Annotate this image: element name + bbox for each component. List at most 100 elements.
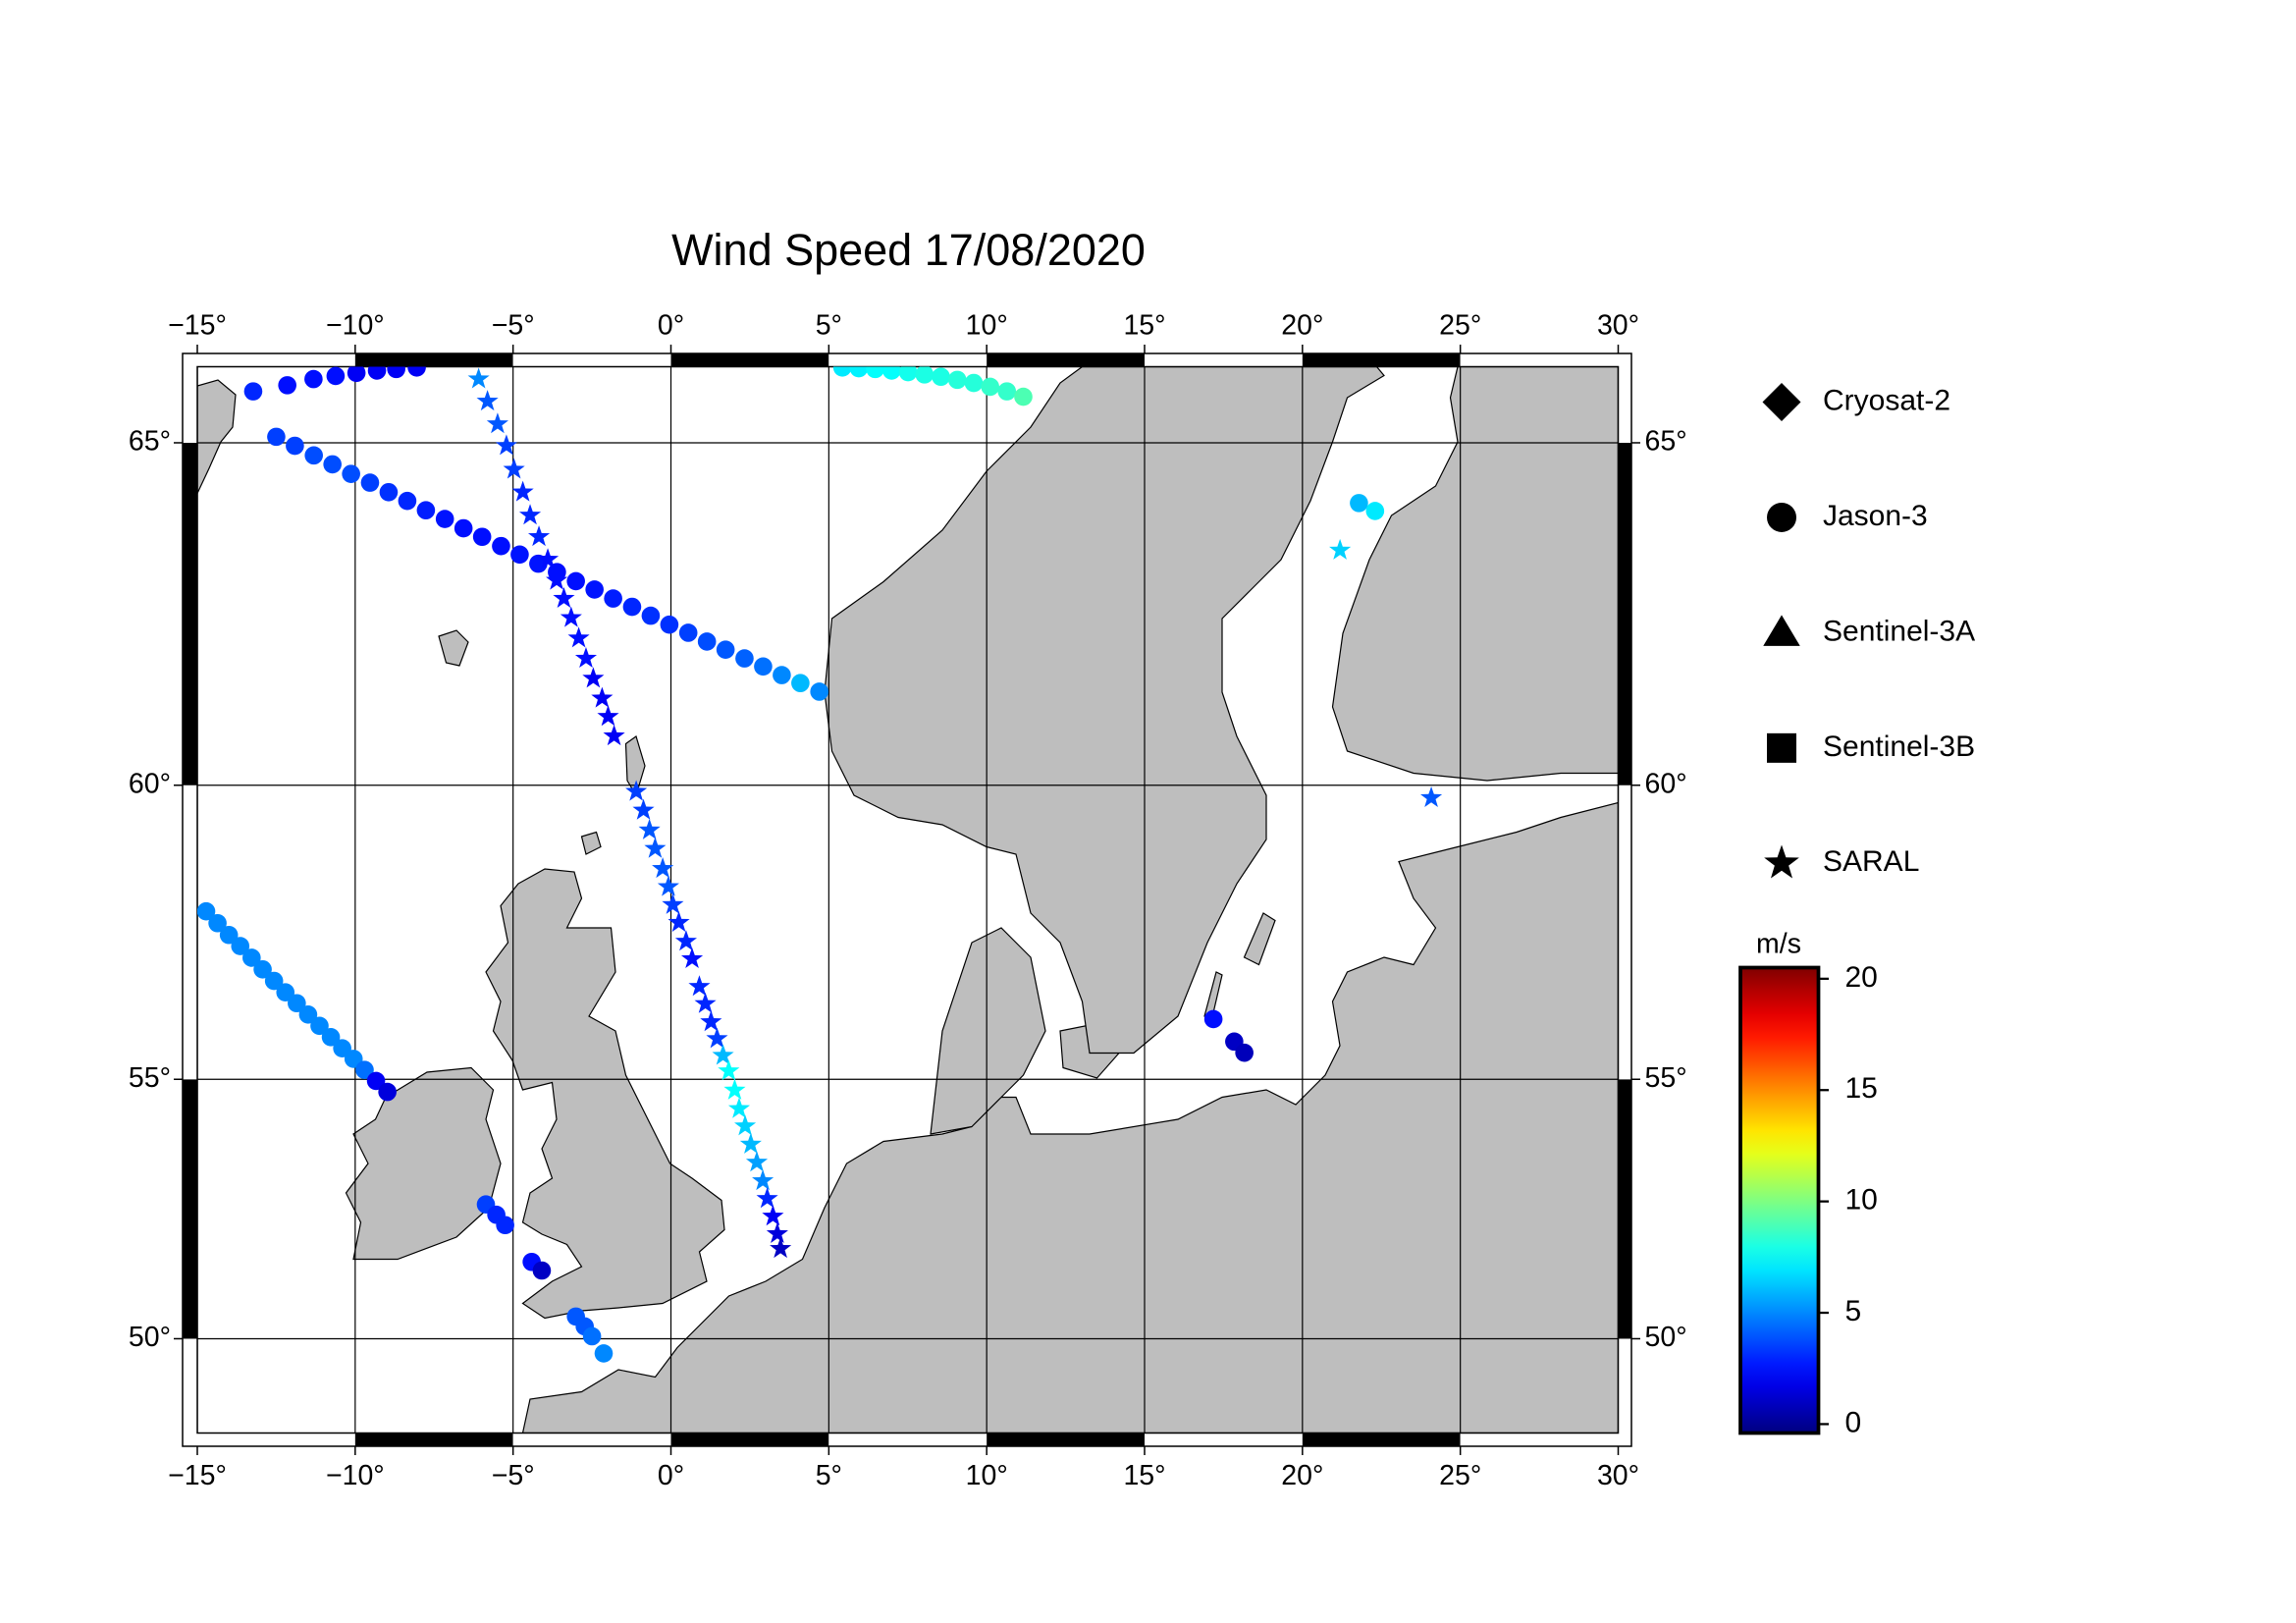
track-point xyxy=(667,911,690,933)
track-point xyxy=(810,682,828,701)
iceland xyxy=(197,379,237,494)
track-point xyxy=(716,640,735,660)
x-tick-label: −15° xyxy=(168,1460,227,1491)
x-tick-label: 25° xyxy=(1439,1460,1481,1491)
track-point xyxy=(1014,387,1033,406)
track-point xyxy=(678,623,698,642)
y-tick-label: 55° xyxy=(1645,1062,1687,1094)
x-tick-label: 30° xyxy=(1597,310,1639,342)
track-point xyxy=(518,504,542,525)
track-point xyxy=(347,366,366,383)
track-point xyxy=(632,798,655,820)
track-point xyxy=(591,686,614,708)
colorbar-tick-label: 5 xyxy=(1845,1295,1862,1327)
track-point xyxy=(298,1005,318,1024)
track-point xyxy=(288,994,306,1013)
frame-band xyxy=(1618,366,1632,443)
x-tick-label: 15° xyxy=(1123,310,1165,342)
track-point xyxy=(567,626,590,648)
frame-band xyxy=(1618,784,1632,1080)
frame-band xyxy=(1145,1433,1303,1446)
track-point xyxy=(486,412,508,434)
track-point xyxy=(503,458,525,479)
track-point xyxy=(727,1097,751,1118)
x-tick-label: 30° xyxy=(1597,1460,1639,1491)
y-tick-label: 60° xyxy=(129,768,171,799)
track-point xyxy=(1329,538,1352,560)
track-point xyxy=(694,992,717,1013)
frame-band xyxy=(828,353,988,367)
track-point xyxy=(492,536,510,556)
track-point xyxy=(723,1078,746,1100)
x-tick-label: 10° xyxy=(966,1460,1008,1491)
x-tick-label: −5° xyxy=(492,310,535,342)
frame-band xyxy=(183,1079,198,1339)
track-point xyxy=(762,1205,784,1226)
track-point xyxy=(604,589,622,608)
track-point xyxy=(1365,502,1385,520)
faroe xyxy=(438,629,469,667)
frame-band xyxy=(987,353,1146,367)
track-point xyxy=(756,1187,778,1209)
track-point xyxy=(242,948,261,967)
track-point xyxy=(582,667,605,688)
track-point xyxy=(964,373,984,393)
frame-band xyxy=(987,1433,1146,1446)
track-point xyxy=(1350,494,1368,513)
y-tick-label: 50° xyxy=(129,1322,171,1353)
frame-outer xyxy=(182,352,1632,1447)
frame-band xyxy=(183,1338,198,1434)
grid xyxy=(197,366,1619,1434)
x-tick-label: 0° xyxy=(658,310,684,342)
track-point xyxy=(603,725,625,746)
legend-marker xyxy=(1767,732,1797,763)
track-point xyxy=(582,1326,602,1346)
track-point xyxy=(674,930,697,951)
track-point xyxy=(366,1071,386,1091)
track-point xyxy=(267,427,286,447)
track-point xyxy=(1203,1009,1223,1029)
x-tick-label: −10° xyxy=(326,1460,385,1491)
track-point xyxy=(644,837,667,858)
track-point xyxy=(585,580,604,599)
track-point xyxy=(511,480,534,502)
frame-band xyxy=(197,1433,355,1446)
track-point xyxy=(597,705,619,727)
track-point xyxy=(496,1216,514,1235)
track-point xyxy=(660,615,679,634)
track-point xyxy=(323,455,342,474)
track-point xyxy=(657,875,679,896)
track-point xyxy=(342,464,360,483)
track-point xyxy=(355,1060,374,1080)
track-point xyxy=(688,975,711,997)
land xyxy=(197,366,1619,1434)
track-point xyxy=(476,390,499,411)
frame-band xyxy=(1618,1338,1632,1434)
frame-band xyxy=(512,1433,671,1446)
colorbar-tick-label: 10 xyxy=(1845,1184,1878,1217)
track-point xyxy=(454,518,473,538)
track-point xyxy=(560,606,582,627)
track-point xyxy=(532,1261,552,1280)
colorbar-tick-label: 0 xyxy=(1845,1406,1862,1438)
track-point xyxy=(849,366,869,378)
track-point xyxy=(344,1050,363,1068)
track-point xyxy=(243,382,263,401)
colorbar-tick-label: 20 xyxy=(1845,961,1878,994)
track-point xyxy=(773,666,791,684)
track-point xyxy=(997,382,1017,401)
track-point xyxy=(625,780,648,801)
legend-label: Sentinel-3B xyxy=(1823,730,1975,763)
colorbar-tick-label: 15 xyxy=(1845,1072,1878,1105)
frame-band xyxy=(183,784,198,1080)
x-tick-label: 25° xyxy=(1439,310,1481,342)
x-tick-label: 20° xyxy=(1281,310,1323,342)
track-point xyxy=(566,571,585,591)
orkney xyxy=(580,831,602,855)
track-point xyxy=(700,1010,722,1032)
track-point xyxy=(278,376,296,395)
frame-band xyxy=(183,366,198,443)
track-point xyxy=(1420,785,1443,807)
track-point xyxy=(752,1169,774,1191)
